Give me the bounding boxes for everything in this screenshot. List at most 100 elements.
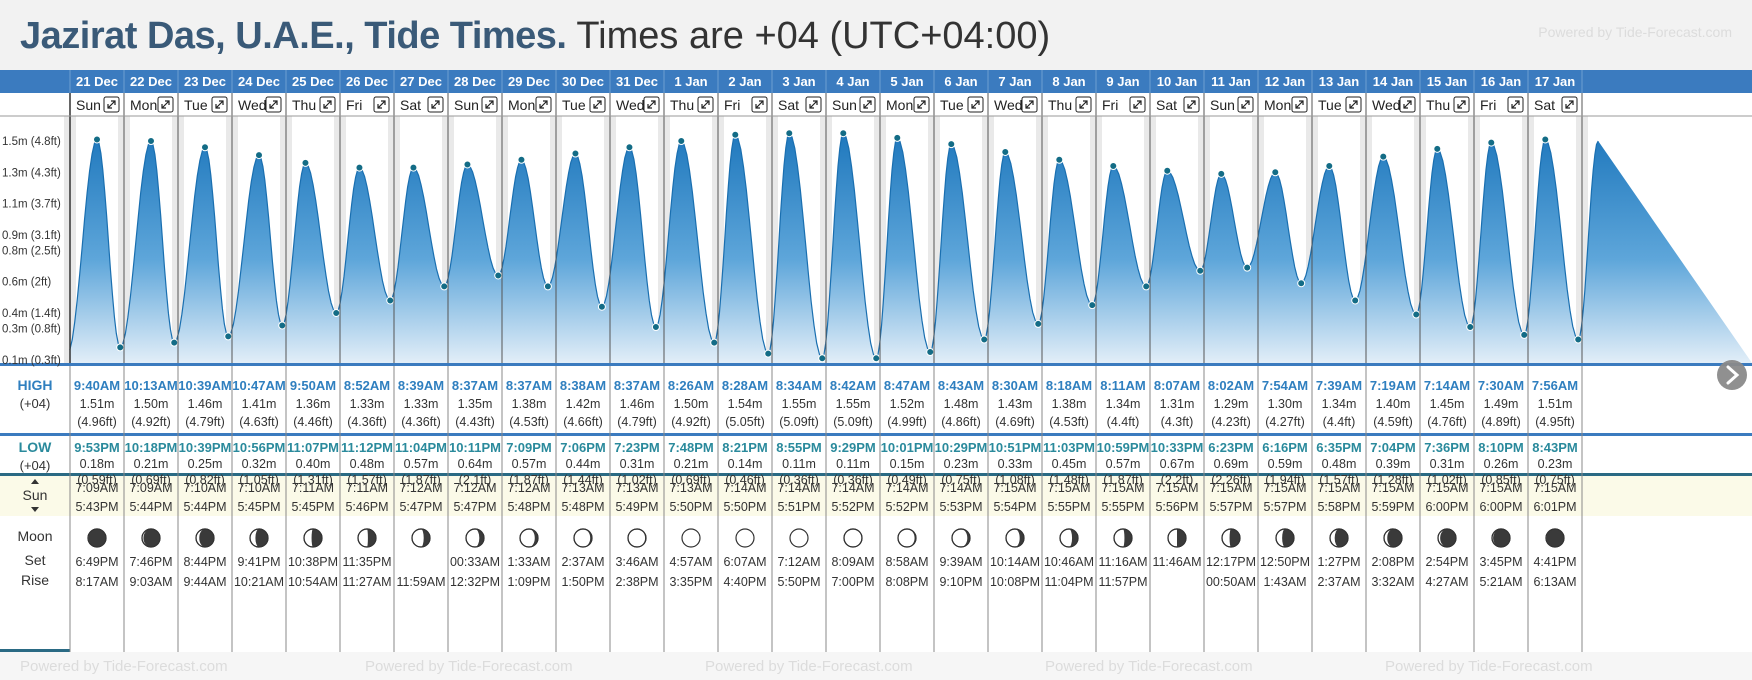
low-tide-point bbox=[543, 282, 552, 291]
moon-phase-icon bbox=[897, 528, 917, 548]
moon-row bbox=[0, 516, 1752, 652]
expand-arrows bbox=[161, 100, 170, 109]
low-tide-height-m: 0.39m bbox=[1376, 457, 1411, 471]
high-tide-point bbox=[1487, 138, 1496, 147]
expand-day-button[interactable] bbox=[265, 96, 282, 113]
expand-day-button[interactable] bbox=[1399, 96, 1416, 113]
moonrise-time: 00:50AM bbox=[1206, 575, 1256, 589]
expand-day-button[interactable] bbox=[967, 96, 984, 113]
low-tide-height-ft: (1.05ft) bbox=[239, 473, 279, 487]
expand-day-button[interactable] bbox=[643, 96, 660, 113]
sunrise-time: 7:10AM bbox=[237, 481, 280, 495]
expand-day-button[interactable] bbox=[1345, 96, 1362, 113]
moonrise-time: 2:38PM bbox=[615, 575, 658, 589]
expand-arrows bbox=[1187, 100, 1196, 109]
date-label: 9 Jan bbox=[1106, 74, 1139, 89]
expand-day-button[interactable] bbox=[103, 96, 120, 113]
high-tide-height-ft: (4.63ft) bbox=[239, 415, 279, 429]
expand-arrows bbox=[593, 100, 602, 109]
moonset-time: 10:38PM bbox=[288, 555, 338, 569]
low-tide-point bbox=[494, 271, 503, 280]
expand-day-button[interactable] bbox=[859, 96, 876, 113]
watermark-3: Powered by Tide-Forecast.com bbox=[705, 658, 913, 675]
low-tide-time: 7:48PM bbox=[668, 440, 714, 455]
sunrise-time: 7:13AM bbox=[561, 481, 604, 495]
sunset-time: 5:43PM bbox=[75, 500, 118, 514]
expand-day-button[interactable] bbox=[1507, 96, 1524, 113]
next-chevron-button[interactable] bbox=[1717, 360, 1747, 390]
high-tide-height-m: 1.52m bbox=[890, 397, 925, 411]
expand-day-button[interactable] bbox=[211, 96, 228, 113]
expand-day-button[interactable] bbox=[805, 96, 822, 113]
day-column: 17 Jan Sat 7:56AM 1.51m (4.95ft) 8:43PM 0.23m (… bbox=[1532, 74, 1578, 589]
day-column: 1 Jan Thu 8:26AM 1.50m (4.92ft) 7:48PM 0.21m (0… bbox=[668, 74, 714, 589]
tide-curve: 0.1m (0.3ft) 0.3m (0.8ft) 0.4m (1.4ft) 0.6m… bbox=[2, 129, 1752, 367]
moonset-time: 6:49PM bbox=[75, 555, 118, 569]
high-tide-time: 8:39AM bbox=[398, 378, 444, 393]
moon-shadow bbox=[1440, 529, 1456, 547]
expand-arrows bbox=[1511, 100, 1520, 109]
expand-day-button[interactable] bbox=[373, 96, 390, 113]
high-tide-point bbox=[839, 129, 848, 138]
watermark-5: Powered by Tide-Forecast.com bbox=[1385, 658, 1593, 675]
expand-day-button[interactable] bbox=[1021, 96, 1038, 113]
day-column: 9 Jan Fri 8:11AM 1.34m (4.4ft) 10:59PM 0.57m (1… bbox=[1097, 74, 1150, 589]
expand-day-button[interactable] bbox=[1453, 96, 1470, 113]
expand-day-button[interactable] bbox=[1561, 96, 1578, 113]
date-label: 30 Dec bbox=[562, 74, 604, 89]
moon-phase-icon bbox=[681, 528, 701, 548]
expand-day-button[interactable] bbox=[157, 96, 174, 113]
expand-day-button[interactable] bbox=[481, 96, 498, 113]
moon-shadow bbox=[1334, 529, 1348, 547]
date-label: 31 Dec bbox=[616, 74, 658, 89]
moon-outline bbox=[843, 528, 863, 548]
moonrise-time: 10:08PM bbox=[990, 575, 1040, 589]
low-tide-point bbox=[764, 349, 773, 358]
expand-day-button[interactable] bbox=[1237, 96, 1254, 113]
date-label: 28 Dec bbox=[454, 74, 496, 89]
y-tick-label: 0.4m (1.4ft) bbox=[2, 308, 61, 320]
sunset-time: 5:47PM bbox=[399, 500, 442, 514]
high-tide-time: 7:54AM bbox=[1262, 378, 1308, 393]
moon-outline bbox=[1383, 528, 1403, 548]
sunset-time: 5:50PM bbox=[669, 500, 712, 514]
moonset-time: 2:37AM bbox=[561, 555, 604, 569]
high-tide-height-m: 1.29m bbox=[1214, 397, 1249, 411]
high-tide-point bbox=[677, 137, 686, 146]
title-location: Jazirat Das, U.A.E., Tide Times. bbox=[20, 15, 567, 57]
low-tide-height-ft: (1.57ft) bbox=[347, 473, 387, 487]
high-tide-height-m: 1.30m bbox=[1268, 397, 1303, 411]
low-tide-height-ft: (0.49ft) bbox=[887, 473, 927, 487]
sunrise-time: 7:15AM bbox=[1317, 481, 1360, 495]
sunrise-time: 7:15AM bbox=[1479, 481, 1522, 495]
low-tide-height-m: 0.21m bbox=[134, 457, 169, 471]
expand-day-button[interactable] bbox=[1075, 96, 1092, 113]
high-tide-height-m: 1.55m bbox=[836, 397, 871, 411]
sunset-time: 5:48PM bbox=[561, 500, 604, 514]
expand-day-button[interactable] bbox=[751, 96, 768, 113]
low-tide-height-m: 0.11m bbox=[836, 457, 870, 471]
low-tide-height-m: 0.57m bbox=[404, 457, 439, 471]
high-tide-height-m: 1.41m bbox=[242, 397, 277, 411]
expand-day-button[interactable] bbox=[589, 96, 606, 113]
expand-day-button[interactable] bbox=[913, 96, 930, 113]
low-tide-height-m: 0.67m bbox=[1160, 457, 1195, 471]
moonrise-time: 4:27AM bbox=[1425, 575, 1468, 589]
moon-outline bbox=[951, 528, 971, 548]
expand-day-button[interactable] bbox=[1183, 96, 1200, 113]
low-tide-height-m: 0.57m bbox=[1106, 457, 1141, 471]
expand-day-button[interactable] bbox=[1129, 96, 1146, 113]
high-tide-time: 8:37AM bbox=[506, 378, 552, 393]
expand-day-button[interactable] bbox=[697, 96, 714, 113]
powered-by-watermark: Powered by Tide-Forecast.com bbox=[1538, 24, 1732, 40]
expand-day-button[interactable] bbox=[1291, 96, 1308, 113]
date-label: 24 Dec bbox=[238, 74, 280, 89]
date-label: 1 Jan bbox=[674, 74, 707, 89]
moonrise-time: 8:08PM bbox=[885, 575, 928, 589]
expand-day-button[interactable] bbox=[319, 96, 336, 113]
moonset-time: 6:07AM bbox=[723, 555, 766, 569]
expand-day-button[interactable] bbox=[535, 96, 552, 113]
expand-day-button[interactable] bbox=[427, 96, 444, 113]
expand-arrows bbox=[1133, 100, 1142, 109]
low-tide-height-ft: (1.87ft) bbox=[1103, 473, 1143, 487]
